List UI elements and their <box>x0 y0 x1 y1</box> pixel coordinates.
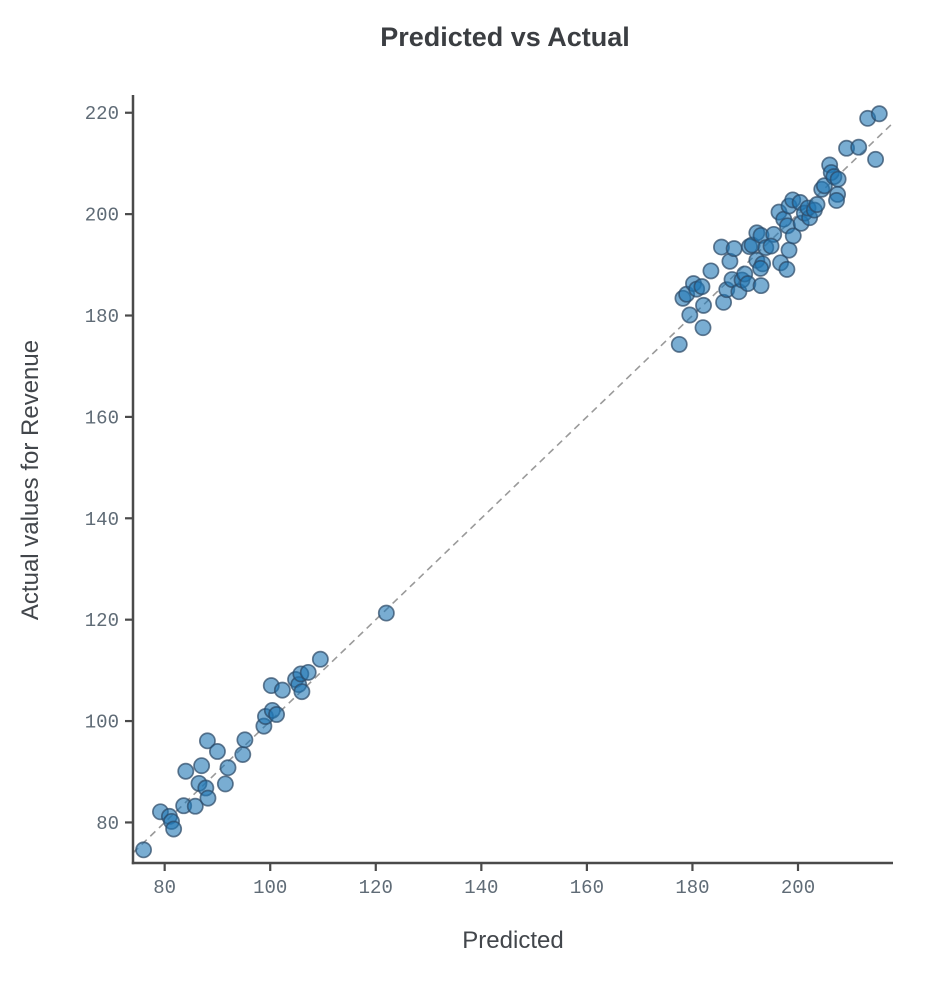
y-tick-label: 100 <box>85 712 119 734</box>
y-tick-label: 120 <box>85 610 119 632</box>
data-point <box>236 731 254 749</box>
x-tick-label: 140 <box>464 877 498 899</box>
data-point <box>762 237 780 255</box>
x-tick-label: 120 <box>359 877 393 899</box>
x-tick-label: 80 <box>153 877 176 899</box>
data-point <box>725 240 743 258</box>
data-point <box>808 196 826 213</box>
data-point <box>193 757 211 775</box>
y-tick-label: 220 <box>85 103 119 125</box>
data-point <box>199 789 217 807</box>
data-point <box>695 296 712 314</box>
data-point <box>681 306 699 324</box>
data-point <box>867 150 885 168</box>
data-point <box>780 241 798 259</box>
x-tick-label: 200 <box>781 877 815 899</box>
y-tick-label: 140 <box>85 509 119 531</box>
data-point <box>870 105 888 123</box>
data-point <box>198 732 216 750</box>
data-point <box>784 227 802 245</box>
data-point <box>828 191 845 209</box>
data-point <box>311 650 329 668</box>
data-point <box>208 743 226 760</box>
data-point <box>177 762 195 780</box>
data-point <box>694 319 712 337</box>
data-point <box>186 797 204 815</box>
data-point <box>752 277 770 295</box>
data-point <box>693 278 711 296</box>
y-axis-label: Actual values for Revenue <box>17 340 44 620</box>
y-tick-label: 80 <box>96 813 119 835</box>
data-point <box>702 262 720 280</box>
data-point <box>219 759 237 777</box>
y-tick-label: 180 <box>85 306 119 328</box>
data-point <box>670 335 688 353</box>
data-point <box>293 683 311 701</box>
x-tick-label: 100 <box>253 877 287 899</box>
data-point <box>135 841 153 859</box>
data-point <box>850 138 868 156</box>
data-point <box>752 259 769 277</box>
chart-title: Predicted vs Actual <box>380 22 630 52</box>
data-point <box>165 820 183 838</box>
data-point <box>216 775 234 793</box>
data-point <box>829 170 847 188</box>
x-tick-label: 180 <box>675 877 709 899</box>
y-tick-label: 200 <box>85 205 119 227</box>
plot-area: 80 100 120 140 160 180 200 80 100 120 140 160 180 200… <box>85 95 893 899</box>
data-point <box>273 681 291 699</box>
x-axis-label: Predicted <box>462 927 563 954</box>
data-point <box>377 604 395 622</box>
data-point <box>268 706 286 723</box>
x-tick-label: 160 <box>570 877 604 899</box>
data-point <box>299 663 317 681</box>
data-point <box>778 260 796 278</box>
data-point <box>234 746 252 763</box>
y-tick-label: 160 <box>85 407 119 429</box>
